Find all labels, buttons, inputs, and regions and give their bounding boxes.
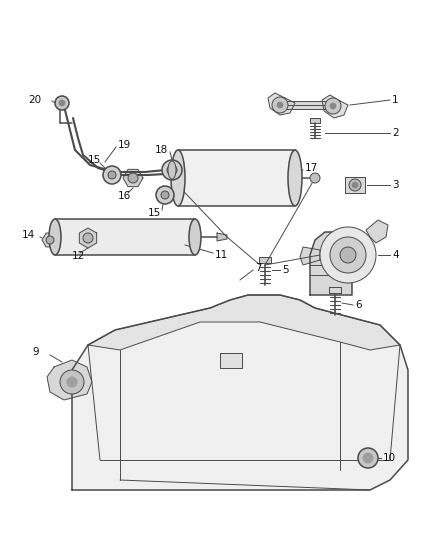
Text: 5: 5 [282, 265, 289, 275]
Circle shape [167, 165, 177, 175]
Circle shape [46, 236, 54, 244]
Polygon shape [72, 295, 408, 490]
Circle shape [340, 247, 356, 263]
Polygon shape [55, 219, 195, 255]
Text: 4: 4 [392, 250, 399, 260]
Circle shape [330, 103, 336, 109]
Circle shape [161, 191, 169, 199]
Text: 18: 18 [155, 145, 168, 155]
Circle shape [162, 160, 182, 180]
Text: 14: 14 [22, 230, 35, 240]
Circle shape [55, 96, 69, 110]
Circle shape [349, 179, 361, 191]
Polygon shape [178, 150, 295, 206]
Circle shape [83, 233, 93, 243]
Polygon shape [123, 169, 143, 187]
Polygon shape [259, 257, 271, 263]
Polygon shape [300, 247, 320, 265]
Ellipse shape [171, 150, 185, 206]
Polygon shape [88, 295, 400, 350]
Text: 15: 15 [148, 208, 161, 218]
Circle shape [60, 370, 84, 394]
Polygon shape [310, 232, 352, 295]
Polygon shape [310, 118, 320, 123]
Text: 15: 15 [88, 155, 101, 165]
Polygon shape [268, 93, 295, 115]
Text: 17: 17 [305, 163, 318, 173]
Text: 16: 16 [118, 191, 131, 201]
Circle shape [103, 166, 121, 184]
Polygon shape [47, 360, 92, 400]
Circle shape [363, 453, 373, 463]
Circle shape [272, 97, 288, 113]
Polygon shape [79, 228, 97, 248]
Circle shape [277, 102, 283, 108]
Text: 6: 6 [355, 300, 362, 310]
Polygon shape [322, 95, 348, 118]
Circle shape [128, 173, 138, 183]
Ellipse shape [168, 161, 176, 179]
Text: 9: 9 [32, 347, 39, 357]
Circle shape [358, 448, 378, 468]
Circle shape [108, 171, 116, 179]
Text: 10: 10 [383, 453, 396, 463]
Polygon shape [42, 233, 58, 247]
Bar [220, 353, 242, 368]
Text: 11: 11 [215, 250, 228, 260]
Circle shape [320, 227, 376, 283]
Text: 19: 19 [118, 140, 131, 150]
Circle shape [156, 186, 174, 204]
Polygon shape [280, 101, 333, 109]
Text: 12: 12 [72, 251, 85, 261]
Polygon shape [217, 233, 227, 241]
Circle shape [67, 377, 77, 387]
Text: 3: 3 [392, 180, 399, 190]
Circle shape [352, 182, 358, 188]
Text: 7: 7 [255, 263, 261, 273]
Circle shape [325, 98, 341, 114]
Polygon shape [329, 287, 341, 293]
Text: 20: 20 [28, 95, 41, 105]
Ellipse shape [189, 219, 201, 255]
Ellipse shape [288, 150, 302, 206]
Circle shape [330, 237, 366, 273]
Circle shape [59, 100, 65, 106]
Polygon shape [345, 177, 365, 193]
Ellipse shape [49, 219, 61, 255]
Polygon shape [366, 220, 388, 243]
Text: 1: 1 [392, 95, 399, 105]
Circle shape [310, 173, 320, 183]
Text: 2: 2 [392, 128, 399, 138]
